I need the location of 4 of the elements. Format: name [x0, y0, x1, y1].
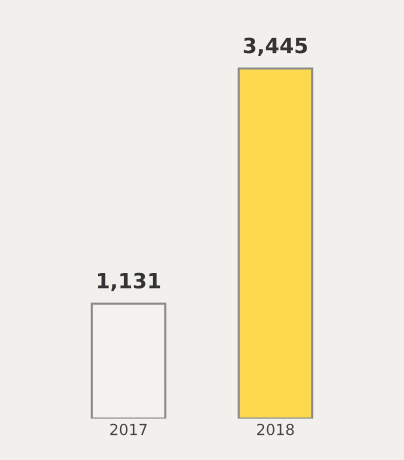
x-tick-label: 2017 [110, 424, 147, 436]
x-tick-label: 2018 [257, 424, 294, 436]
data-label: 3,445 [244, 38, 307, 56]
data-label: 1,131 [98, 272, 160, 292]
